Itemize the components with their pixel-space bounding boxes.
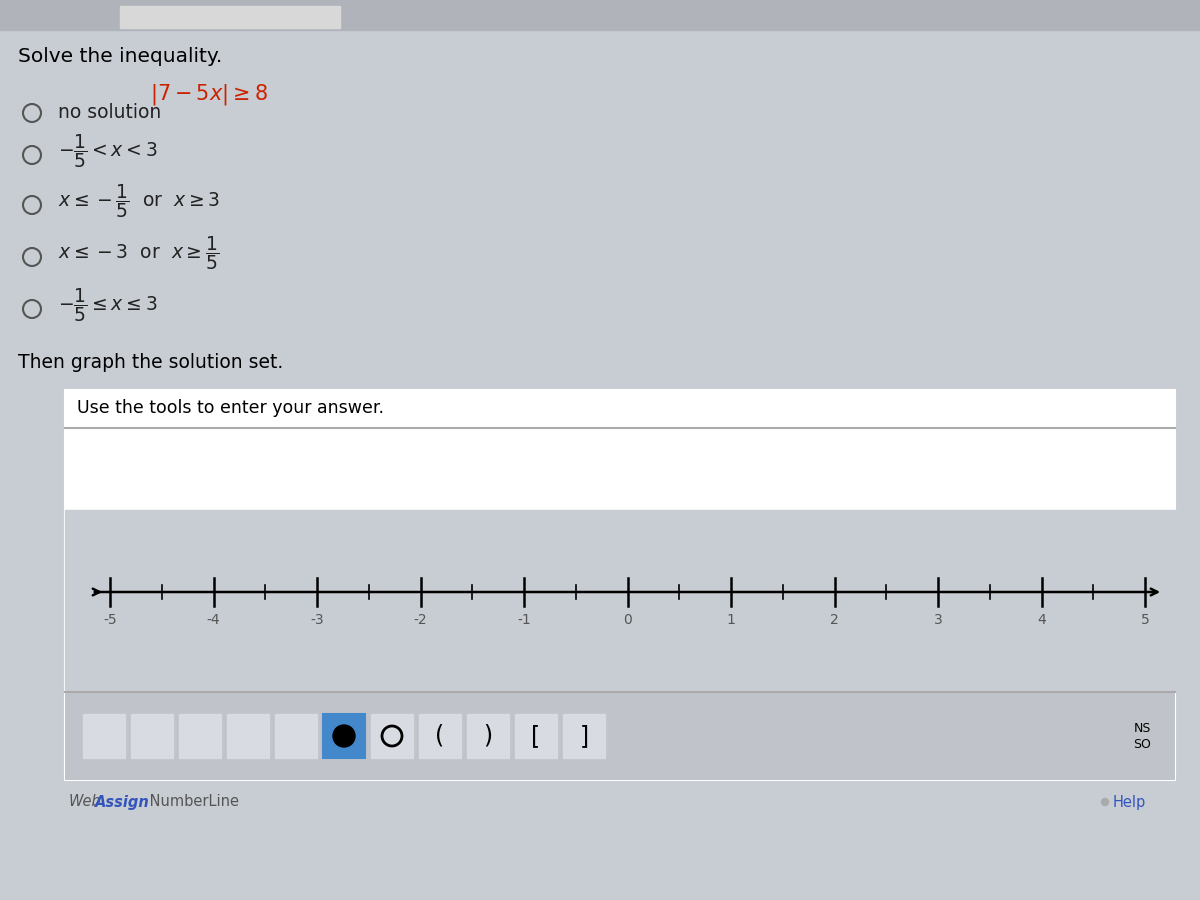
Text: Help: Help: [1114, 795, 1146, 809]
Bar: [179, 714, 221, 758]
Bar: [515, 714, 557, 758]
Bar: [371, 714, 413, 758]
Bar: [83, 714, 125, 758]
Text: $-\dfrac{1}{5} < x < 3$: $-\dfrac{1}{5} < x < 3$: [58, 132, 157, 170]
Text: 5: 5: [1141, 613, 1150, 627]
Text: $x \leq -3\ \ \mathrm{or}\ \ x \geq \dfrac{1}{5}$: $x \leq -3\ \ \mathrm{or}\ \ x \geq \dfr…: [58, 234, 220, 272]
Text: 3: 3: [934, 613, 942, 627]
Text: no solution: no solution: [58, 104, 161, 122]
Bar: [65, 692, 1175, 780]
Text: $|7 - 5x| \geq 8$: $|7 - 5x| \geq 8$: [150, 82, 268, 107]
Text: 0: 0: [623, 613, 632, 627]
Text: 4: 4: [1037, 613, 1046, 627]
Text: [: [: [532, 724, 540, 748]
Bar: [120, 6, 340, 28]
Circle shape: [334, 725, 355, 747]
Text: Assign: Assign: [95, 795, 150, 809]
Text: -4: -4: [206, 613, 221, 627]
Text: 1: 1: [726, 613, 736, 627]
Text: $x \leq -\dfrac{1}{5}\ \ \mathrm{or}\ \ x \geq 3$: $x \leq -\dfrac{1}{5}\ \ \mathrm{or}\ \ …: [58, 182, 220, 220]
Text: Web: Web: [70, 795, 102, 809]
Text: Use the tools to enter your answer.: Use the tools to enter your answer.: [77, 399, 384, 417]
Text: ]: ]: [580, 724, 588, 748]
Bar: [131, 714, 173, 758]
Bar: [65, 390, 1175, 428]
Text: NumberLine: NumberLine: [145, 795, 239, 809]
Bar: [227, 714, 269, 758]
Bar: [563, 714, 605, 758]
Text: -3: -3: [310, 613, 324, 627]
Bar: [1117, 714, 1166, 758]
Text: (: (: [436, 724, 444, 748]
Bar: [65, 510, 1175, 690]
Circle shape: [1102, 798, 1109, 806]
Text: Solve the inequality.: Solve the inequality.: [18, 47, 222, 66]
Bar: [467, 714, 509, 758]
Text: -2: -2: [414, 613, 427, 627]
Text: 2: 2: [830, 613, 839, 627]
Text: Then graph the solution set.: Then graph the solution set.: [18, 353, 283, 372]
Text: -1: -1: [517, 613, 530, 627]
Text: ): ): [484, 724, 492, 748]
Text: -5: -5: [103, 613, 116, 627]
Bar: [65, 390, 1175, 780]
Bar: [419, 714, 461, 758]
Text: NS: NS: [1133, 722, 1151, 734]
Bar: [0, 0, 1200, 30]
Text: SO: SO: [1133, 737, 1151, 751]
Text: $-\dfrac{1}{5} \leq x \leq 3$: $-\dfrac{1}{5} \leq x \leq 3$: [58, 286, 157, 324]
Bar: [323, 714, 365, 758]
Bar: [275, 714, 317, 758]
